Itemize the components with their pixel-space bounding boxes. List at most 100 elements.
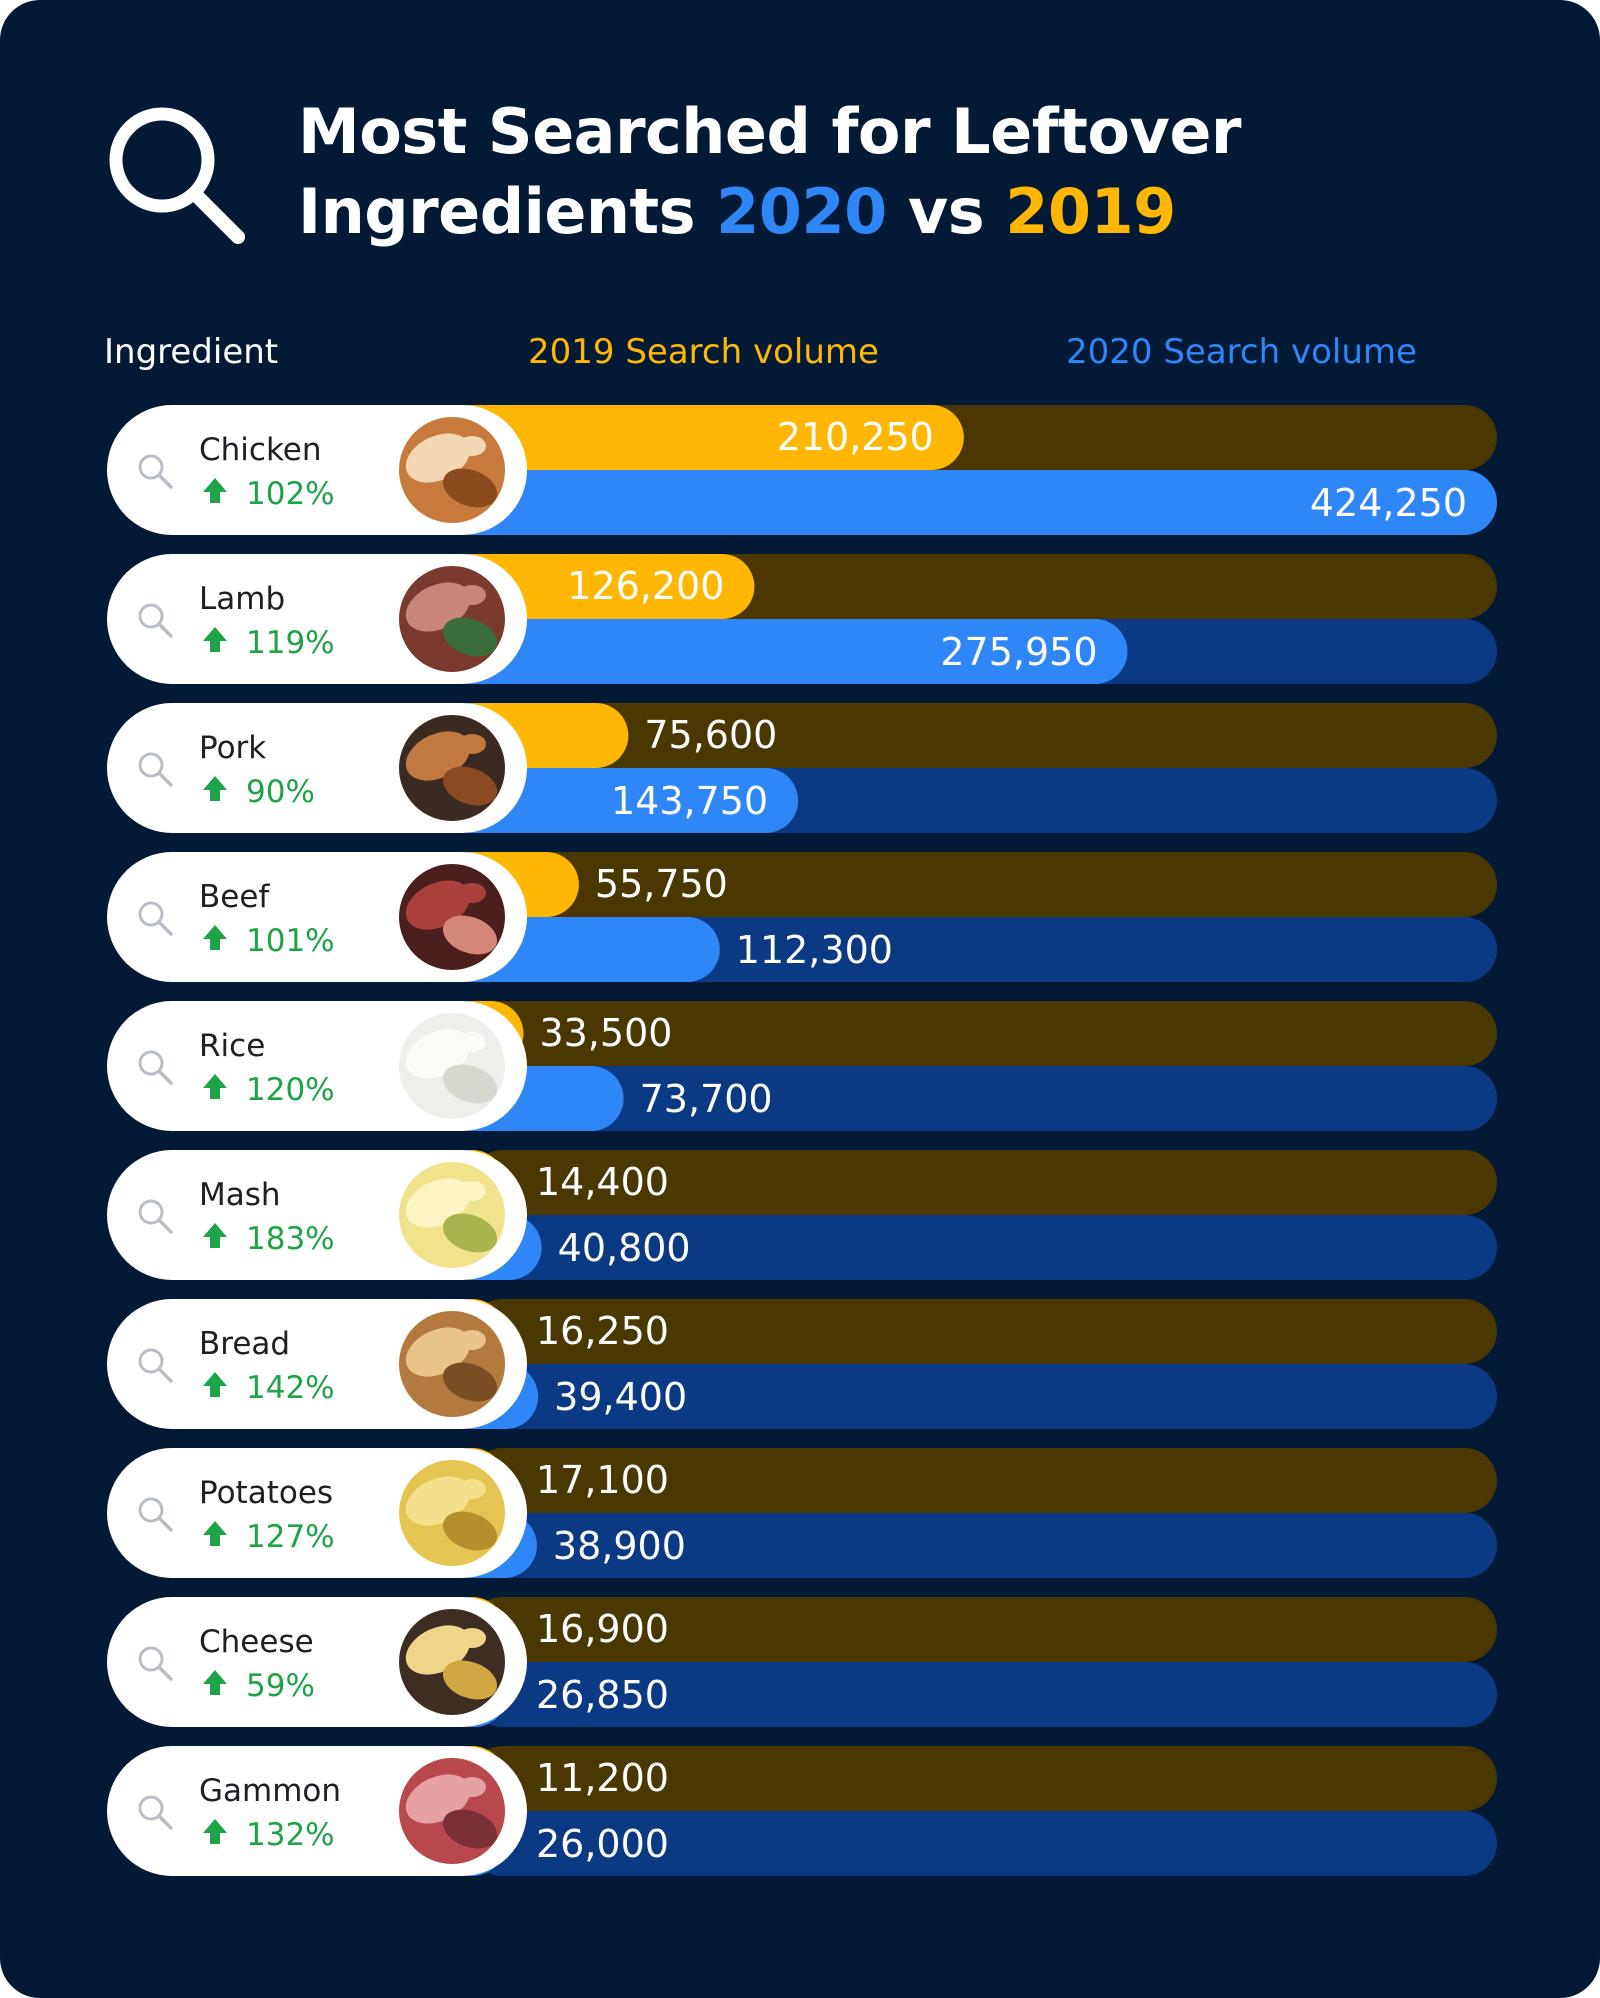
bar-2020-chicken — [440, 470, 1497, 535]
data-label-2020-lamb: 275,950 — [940, 630, 1097, 674]
track-2020-beef — [470, 917, 1497, 982]
track-2019-potatoes — [470, 1448, 1497, 1513]
data-label-2020-rice: 73,700 — [640, 1077, 773, 1121]
data-label-2020-chicken: 424,250 — [1310, 481, 1467, 525]
data-label-2020-bread: 39,400 — [554, 1375, 687, 1419]
percent-change-cheese: 59% — [246, 1668, 315, 1704]
bar-2020-pork — [440, 768, 799, 833]
data-label-2020-gammon: 26,000 — [536, 1822, 669, 1866]
row-pork: 75,600 143,750 Pork 90% — [107, 703, 1497, 833]
row-chicken: 210,250 424,250 Chicken 102% — [107, 405, 1497, 535]
track-2019-beef — [470, 852, 1497, 917]
data-label-2019-gammon: 11,200 — [536, 1756, 669, 1800]
bar-2019-chicken — [440, 405, 964, 470]
bar-2020-lamb — [440, 619, 1128, 684]
ingredient-name-gammon: Gammon — [199, 1773, 341, 1809]
search-icon — [109, 107, 245, 244]
track-2020-rice — [470, 1066, 1497, 1131]
ingredient-name-chicken: Chicken — [199, 432, 322, 468]
data-label-2019-mash: 14,400 — [536, 1160, 669, 1204]
arrow-up-icon — [203, 1670, 227, 1695]
title-line-2-start: Ingredients — [298, 175, 717, 248]
data-label-2019-beef: 55,750 — [595, 862, 728, 906]
data-label-2019-lamb: 126,200 — [567, 564, 724, 608]
track-2019-mash — [470, 1150, 1497, 1215]
arrow-up-icon — [203, 1819, 227, 1844]
search-icon — [138, 1646, 173, 1681]
arrow-up-icon — [203, 1223, 227, 1248]
title-year-2019: 2019 — [1005, 175, 1176, 248]
ingredient-name-mash: Mash — [199, 1177, 281, 1213]
food-image-rice — [398, 1012, 506, 1120]
title-year-2020: 2020 — [716, 175, 887, 248]
data-label-2020-beef: 112,300 — [736, 928, 893, 972]
row-gammon: 11,200 26,000 Gammon 132% — [107, 1746, 1497, 1876]
track-2019-rice — [470, 1001, 1497, 1066]
percent-change-chicken: 102% — [246, 476, 335, 512]
track-2019-bread — [470, 1299, 1497, 1364]
percent-change-beef: 101% — [246, 923, 335, 959]
arrow-up-icon — [203, 1372, 227, 1397]
data-label-2019-pork: 75,600 — [644, 713, 777, 757]
food-image-gammon — [398, 1757, 506, 1865]
ingredient-name-bread: Bread — [199, 1326, 290, 1362]
data-label-2019-cheese: 16,900 — [536, 1607, 669, 1651]
track-2020-potatoes — [470, 1513, 1497, 1578]
data-label-2019-chicken: 210,250 — [777, 415, 934, 459]
percent-change-pork: 90% — [246, 774, 315, 810]
food-image-cheese — [398, 1608, 506, 1716]
arrow-up-icon — [203, 478, 227, 503]
track-2019-gammon — [470, 1746, 1497, 1811]
percent-change-mash: 183% — [246, 1221, 335, 1257]
ingredient-name-rice: Rice — [199, 1028, 265, 1064]
food-image-chicken — [398, 416, 506, 524]
chart-title: Most Searched for Leftover Ingredients 2… — [298, 92, 1241, 252]
row-cheese: 16,900 26,850 Cheese 59% — [107, 1597, 1497, 1727]
arrow-up-icon — [203, 1074, 227, 1099]
row-rice: 33,500 73,700 Rice 120% — [107, 1001, 1497, 1131]
row-mash: 14,400 40,800 Mash 183% — [107, 1150, 1497, 1280]
track-2019-cheese — [470, 1597, 1497, 1662]
search-icon — [138, 1497, 173, 1532]
search-icon — [138, 1348, 173, 1383]
track-2020-cheese — [470, 1662, 1497, 1727]
percent-change-bread: 142% — [246, 1370, 335, 1406]
ingredient-name-lamb: Lamb — [199, 581, 285, 617]
row-bread: 16,250 39,400 Bread 142% — [107, 1299, 1497, 1429]
data-label-2019-bread: 16,250 — [536, 1309, 669, 1353]
search-icon — [138, 1795, 173, 1830]
percent-change-gammon: 132% — [246, 1817, 335, 1853]
percent-change-potatoes: 127% — [246, 1519, 335, 1555]
arrow-up-icon — [203, 627, 227, 652]
food-image-pork — [398, 714, 506, 822]
track-2020-gammon — [470, 1811, 1497, 1876]
track-2019-pork — [470, 703, 1497, 768]
search-icon — [138, 454, 173, 489]
header-2020-volume: 2020 Search volume — [1066, 332, 1417, 372]
header-ingredient: Ingredient — [104, 332, 279, 372]
track-2020-mash — [470, 1215, 1497, 1280]
ingredient-name-potatoes: Potatoes — [199, 1475, 333, 1511]
header-2019-volume: 2019 Search volume — [528, 332, 879, 372]
data-label-2020-pork: 143,750 — [611, 779, 768, 823]
data-label-2020-cheese: 26,850 — [536, 1673, 669, 1717]
food-image-mash — [398, 1161, 506, 1269]
row-potatoes: 17,100 38,900 Potatoes 127% — [107, 1448, 1497, 1578]
food-image-potatoes — [398, 1459, 506, 1567]
food-image-lamb — [398, 565, 506, 673]
ingredient-name-pork: Pork — [199, 730, 266, 766]
title-line-1: Most Searched for Leftover — [298, 95, 1241, 168]
ingredient-name-beef: Beef — [199, 879, 270, 915]
search-icon — [138, 901, 173, 936]
search-icon — [138, 1050, 173, 1085]
ingredient-name-cheese: Cheese — [199, 1624, 314, 1660]
data-label-2019-rice: 33,500 — [539, 1011, 672, 1055]
data-label-2020-potatoes: 38,900 — [553, 1524, 686, 1568]
arrow-up-icon — [203, 925, 227, 950]
search-icon — [138, 1199, 173, 1234]
search-icon — [138, 603, 173, 638]
food-image-bread — [398, 1310, 506, 1418]
